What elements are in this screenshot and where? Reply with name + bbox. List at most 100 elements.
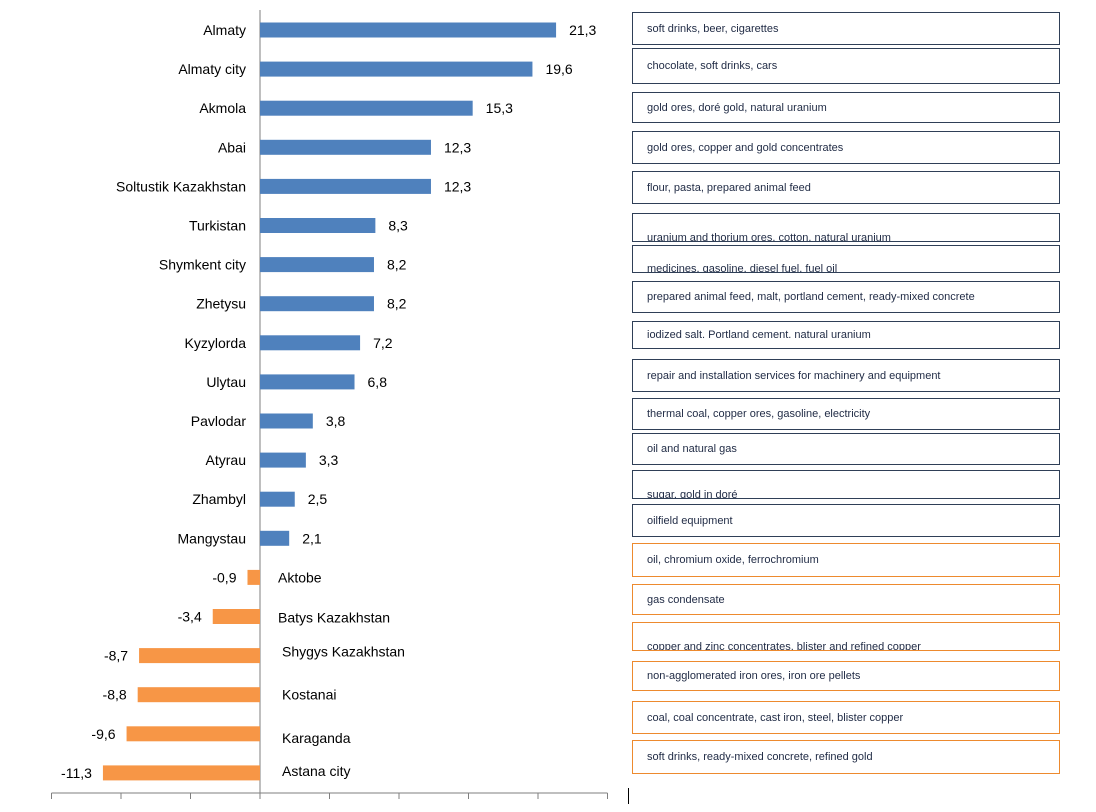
product-text: oil and natural gas xyxy=(647,443,737,455)
product-box[interactable]: oilfield equipment xyxy=(632,504,1060,537)
category-label: Turkistan xyxy=(189,218,246,234)
product-text: soft drinks, beer, cigarettes xyxy=(647,22,779,35)
data-label: -8,7 xyxy=(104,648,128,664)
bar xyxy=(137,687,260,703)
category-label: Karaganda xyxy=(282,730,351,746)
category-label: Ulytau xyxy=(206,374,246,390)
category-label: Shygys Kazakhstan xyxy=(282,644,405,660)
bar xyxy=(260,530,290,546)
product-text: gas condensate xyxy=(647,593,725,606)
category-label: Abai xyxy=(218,139,246,155)
bar xyxy=(260,100,473,116)
data-label: 3,3 xyxy=(319,452,339,468)
data-label: 3,8 xyxy=(326,413,346,429)
product-box[interactable]: iodized salt. Portland cement. natural u… xyxy=(632,321,1060,349)
product-box[interactable]: coal, coal concentrate, cast iron, steel… xyxy=(632,701,1060,734)
data-label: 12,3 xyxy=(444,178,471,194)
bar xyxy=(260,491,295,507)
bar xyxy=(260,374,355,390)
product-box[interactable]: repair and installation services for mac… xyxy=(632,359,1060,392)
data-label: 8,2 xyxy=(387,296,407,312)
product-box[interactable]: oil and natural gas xyxy=(632,433,1060,465)
product-box[interactable]: soft drinks, beer, cigarettes xyxy=(632,12,1060,45)
category-label: Almaty city xyxy=(178,61,246,77)
product-box[interactable]: medicines. gasoline. diesel fuel. fuel o… xyxy=(632,245,1060,273)
product-box[interactable]: copper and zinc concentrates. blister an… xyxy=(632,622,1060,651)
category-label: Zhetysu xyxy=(196,296,246,312)
data-label: 19,6 xyxy=(545,61,572,77)
product-text: medicines. gasoline. diesel fuel. fuel o… xyxy=(647,263,838,273)
product-box[interactable]: soft drinks, ready-mixed concrete, refin… xyxy=(632,740,1060,774)
product-text: soft drinks, ready-mixed concrete, refin… xyxy=(647,751,873,763)
bar xyxy=(260,413,313,429)
data-label: 2,1 xyxy=(302,530,322,546)
bar xyxy=(212,609,260,624)
bar xyxy=(260,139,431,155)
product-box[interactable]: sugar. gold in doré xyxy=(632,470,1060,499)
product-text: oilfield equipment xyxy=(647,514,733,527)
bar xyxy=(260,22,557,38)
data-label: -11,3 xyxy=(61,765,92,781)
product-box[interactable]: gold ores, copper and gold concentrates xyxy=(632,131,1060,164)
bar xyxy=(260,61,533,77)
category-label: Almaty xyxy=(203,22,246,38)
product-text: sugar. gold in doré xyxy=(647,489,738,499)
data-label: 2,5 xyxy=(308,491,328,507)
data-label: 21,3 xyxy=(569,22,596,38)
bar xyxy=(260,335,361,351)
bar xyxy=(260,178,431,194)
product-text: gold ores, doré gold, natural uranium xyxy=(647,101,827,114)
product-text: gold ores, copper and gold concentrates xyxy=(647,141,844,154)
category-label: Atyrau xyxy=(206,452,246,468)
bar xyxy=(260,296,374,312)
category-label: Shymkent city xyxy=(159,257,246,273)
product-box[interactable]: gold ores, doré gold, natural uranium xyxy=(632,92,1060,123)
category-label: Astana city xyxy=(282,763,350,779)
data-label: -3,4 xyxy=(178,609,202,625)
product-box[interactable]: flour, pasta, prepared animal feed xyxy=(632,171,1060,204)
product-text: chocolate, soft drinks, cars xyxy=(647,60,778,72)
product-box[interactable]: oil, chromium oxide, ferrochromium xyxy=(632,543,1060,577)
product-box[interactable]: non-agglomerated iron ores, iron ore pel… xyxy=(632,661,1060,691)
product-box[interactable]: uranium and thorium ores. cotton. natura… xyxy=(632,213,1060,242)
product-text: oil, chromium oxide, ferrochromium xyxy=(647,554,819,566)
text-cursor xyxy=(628,788,629,804)
bar xyxy=(102,765,261,781)
category-label: Akmola xyxy=(199,100,246,116)
product-text: repair and installation services for mac… xyxy=(647,369,941,382)
product-text: coal, coal concentrate, cast iron, steel… xyxy=(647,711,904,724)
bar xyxy=(260,257,374,273)
data-label: 12,3 xyxy=(444,139,471,155)
product-text: flour, pasta, prepared animal feed xyxy=(647,181,811,194)
product-box[interactable]: gas condensate xyxy=(632,584,1060,615)
bar xyxy=(260,452,306,468)
product-text: thermal coal, copper ores, gasoline, ele… xyxy=(647,408,871,420)
bar-chart: Almaty 21,3 Almaty city 19,6 Akmola 15,3 Abai 1… xyxy=(51,10,608,799)
category-label: Mangystau xyxy=(178,530,246,546)
bar xyxy=(126,726,260,742)
category-label: Soltustik Kazakhstan xyxy=(116,178,246,194)
product-text: copper and zinc concentrates. blister an… xyxy=(647,641,921,651)
data-label: -0,9 xyxy=(212,569,236,585)
product-text: uranium and thorium ores. cotton. natura… xyxy=(647,232,891,242)
category-label: Kyzylorda xyxy=(185,335,247,351)
data-label: 6,8 xyxy=(368,374,388,390)
data-label: 15,3 xyxy=(486,100,513,116)
category-label: Kostanai xyxy=(282,687,336,703)
product-box[interactable]: prepared animal feed, malt, portland cem… xyxy=(632,281,1060,313)
data-label: 7,2 xyxy=(373,335,393,351)
bar xyxy=(260,218,376,233)
category-label: Zhambyl xyxy=(192,491,246,507)
product-box[interactable]: thermal coal, copper ores, gasoline, ele… xyxy=(632,398,1060,430)
category-label: Aktobe xyxy=(278,569,322,585)
data-label: -9,6 xyxy=(91,726,115,742)
product-text: non-agglomerated iron ores, iron ore pel… xyxy=(647,670,861,682)
category-label: Pavlodar xyxy=(191,413,247,429)
bar xyxy=(139,648,260,664)
product-text: iodized salt. Portland cement. natural u… xyxy=(647,329,871,341)
bar xyxy=(247,569,260,585)
category-label: Batys Kazakhstan xyxy=(278,610,390,626)
product-box[interactable]: chocolate, soft drinks, cars xyxy=(632,48,1060,84)
data-label: 8,3 xyxy=(388,218,408,234)
data-label: 8,2 xyxy=(387,257,407,273)
